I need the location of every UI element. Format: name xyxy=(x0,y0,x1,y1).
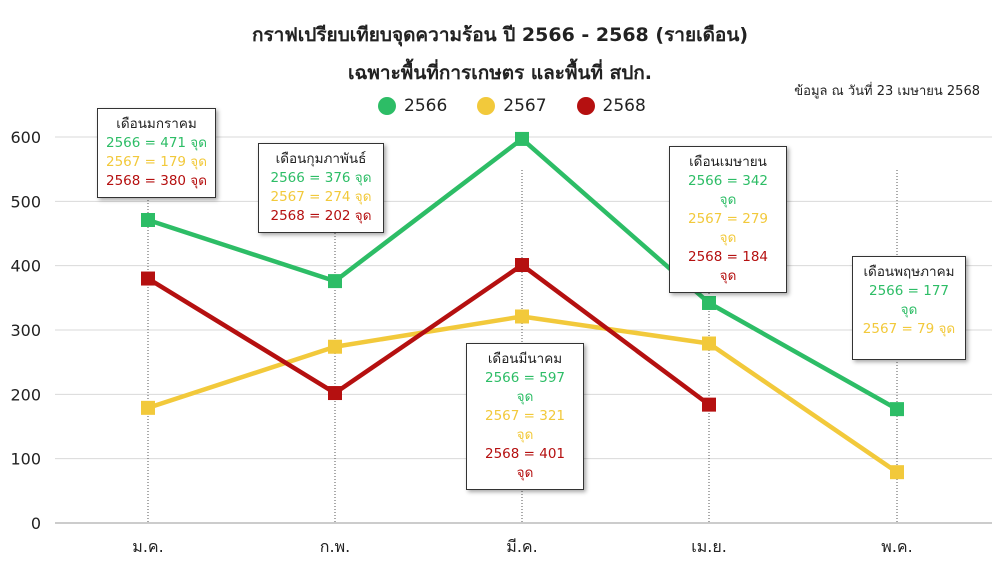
chart-legend: 2566 2567 2568 xyxy=(378,96,646,116)
callout-value-2567: 2567 = 274 จุด xyxy=(270,189,372,205)
callout-value-2567: 2567 = 179 จุด xyxy=(106,154,207,170)
data-point-2566 xyxy=(702,295,716,310)
legend-marker-2567 xyxy=(477,97,496,115)
legend-item-2568: 2568 xyxy=(576,96,646,116)
x-tick-label: ม.ค. xyxy=(132,537,163,556)
y-tick-label: 0 xyxy=(31,514,41,533)
callout-month-label: เดือนมีนาคม xyxy=(487,351,563,367)
callout-value-2566: 2566 = 342 จุด xyxy=(687,173,769,208)
callout-value-2567: 2567 = 321 จุด xyxy=(484,408,566,443)
data-point-2567 xyxy=(890,465,904,480)
legend-item-2567: 2567 xyxy=(477,96,547,116)
callout-march: เดือนมีนาคม 2566 = 597 จุด 2567 = 321 จุ… xyxy=(466,343,584,490)
legend-marker-2566 xyxy=(378,97,396,115)
callout-value-2568: 2568 = 380 จุด xyxy=(106,173,207,189)
y-tick-label: 500 xyxy=(10,192,41,211)
legend-item-2566: 2566 xyxy=(378,96,447,116)
callout-value-2568: 2568 = 202 จุด xyxy=(270,208,372,224)
data-point-2566 xyxy=(515,131,529,146)
legend-marker-2568 xyxy=(576,97,595,115)
y-tick-label: 600 xyxy=(10,128,41,147)
callout-month-label: เดือนกุมภาพันธ์ xyxy=(275,151,367,167)
callout-value-2566: 2566 = 597 จุด xyxy=(484,370,566,405)
chart-title: กราฟเปรียบเทียบจุดความร้อน ปี 2566 - 256… xyxy=(251,24,749,46)
data-point-2566 xyxy=(141,212,155,227)
y-tick-label: 100 xyxy=(10,450,41,469)
callout-value-2566: 2566 = 376 จุด xyxy=(270,170,372,186)
callout-value-2567: 2567 = 79 จุด xyxy=(862,321,956,337)
data-point-2568 xyxy=(328,386,342,401)
y-tick-label: 300 xyxy=(10,321,41,340)
data-point-2566 xyxy=(890,402,904,417)
legend-label-2567: 2567 xyxy=(503,96,547,116)
legend-label-2568: 2568 xyxy=(602,96,646,116)
legend-label-2566: 2566 xyxy=(404,96,448,116)
callout-month-label: เดือนเมษายน xyxy=(689,154,767,170)
y-tick-label: 400 xyxy=(10,257,41,276)
callout-may: เดือนพฤษภาคม 2566 = 177 จุด 2567 = 79 จุ… xyxy=(852,256,966,360)
series-line-2568 xyxy=(146,262,711,407)
y-tick-label: 200 xyxy=(10,385,41,404)
data-point-2567 xyxy=(702,336,716,351)
callout-value-2567: 2567 = 279 จุด xyxy=(687,211,769,246)
data-point-2568 xyxy=(702,397,716,412)
callout-value-2566: 2566 = 177 จุด xyxy=(868,283,950,318)
data-point-2567 xyxy=(141,400,155,415)
data-point-2567 xyxy=(515,309,529,324)
x-tick-label: มี.ค. xyxy=(506,537,537,556)
chart-subtitle: เฉพาะพื้นที่การเกษตร และพื้นที่ สปก. xyxy=(347,62,653,84)
callout-february: เดือนกุมภาพันธ์ 2566 = 376 จุด 2567 = 27… xyxy=(258,143,384,233)
callout-month-label: เดือนพฤษภาคม xyxy=(863,264,955,280)
callout-april: เดือนเมษายน 2566 = 342 จุด 2567 = 279 จุ… xyxy=(669,146,787,293)
callout-month-label: เดือนมกราคม xyxy=(116,116,197,132)
x-tick-label: ก.พ. xyxy=(320,537,350,556)
x-tick-label: พ.ค. xyxy=(881,537,912,556)
data-point-2568 xyxy=(515,258,529,273)
data-as-of-note: ข้อมูล ณ วันที่ 23 เมษายน 2568 xyxy=(794,84,980,99)
callout-value-2568: 2568 = 184 จุด xyxy=(687,249,769,284)
callout-value-2566: 2566 = 471 จุด xyxy=(106,135,207,151)
callout-january: เดือนมกราคม 2566 = 471 จุด 2567 = 179 จุ… xyxy=(97,108,216,198)
x-tick-label: เม.ย. xyxy=(691,537,727,556)
callout-value-2568: 2568 = 401 จุด xyxy=(484,446,566,481)
data-point-2568 xyxy=(141,271,155,286)
data-point-2566 xyxy=(328,274,342,289)
data-point-2567 xyxy=(328,339,342,354)
